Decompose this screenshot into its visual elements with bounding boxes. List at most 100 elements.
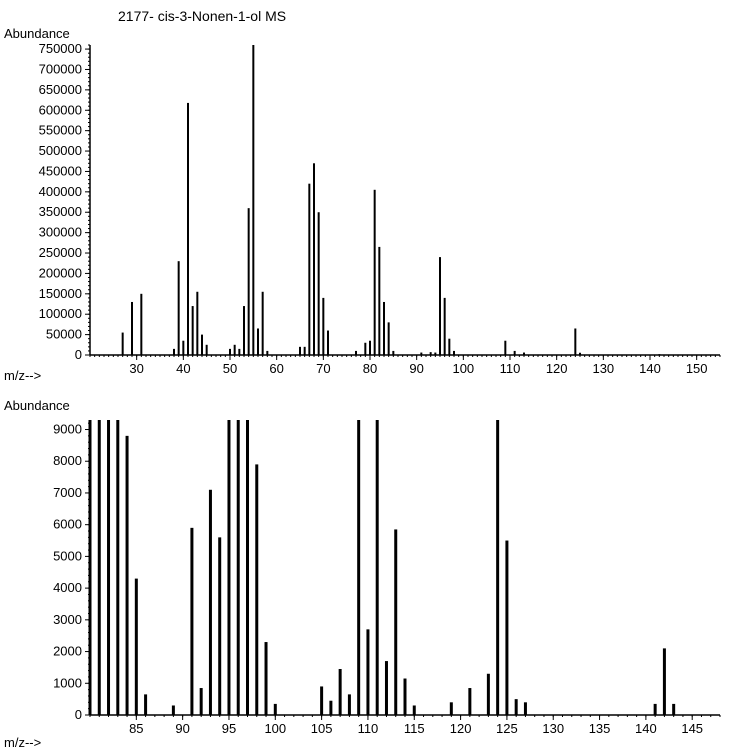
spectrum-bar (320, 686, 323, 715)
y-tick-label: 50000 (46, 327, 82, 342)
spectrum-bar (366, 629, 369, 715)
x-tick-label: 105 (311, 721, 333, 736)
y-tick-label: 400000 (39, 184, 82, 199)
y-tick-label: 700000 (39, 61, 82, 76)
spectrum-bar (434, 353, 436, 355)
y-tick-label: 150000 (39, 286, 82, 301)
spectrum-bar (430, 352, 432, 355)
spectrum-bar (392, 351, 394, 355)
y-tick-label: 1000 (53, 675, 82, 690)
spectrum-bar (514, 351, 516, 355)
spectrum-bar (178, 261, 180, 355)
spectrum-bar (376, 420, 379, 715)
spectrum-bar (265, 642, 268, 715)
spectrum-bar (444, 298, 446, 355)
spectrum-bar (257, 328, 259, 355)
y-tick-label: 0 (75, 347, 82, 362)
y-tick-label: 2000 (53, 644, 82, 659)
spectrum-bar (122, 333, 124, 355)
x-tick-label: 50 (223, 361, 237, 376)
spectrum-bar (172, 705, 175, 715)
x-tick-label: 100 (264, 721, 286, 736)
x-tick-label: 145 (681, 721, 703, 736)
spectrum-bar (357, 420, 360, 715)
spectrum-bar (453, 351, 455, 355)
y-tick-label: 0 (75, 707, 82, 722)
y-tick-label: 6000 (53, 517, 82, 532)
spectrum-bar (98, 420, 101, 715)
spectrum-bar (468, 688, 471, 715)
spectrum-bar (404, 679, 407, 715)
spectrum-bar (89, 420, 92, 715)
spectrum-bar (182, 341, 184, 355)
spectrum-bar (364, 343, 366, 355)
spectrum-bar (206, 345, 208, 355)
y-tick-label: 300000 (39, 225, 82, 240)
x-tick-label: 90 (409, 361, 423, 376)
spectrum-bar (237, 420, 240, 715)
y-tick-label: 600000 (39, 102, 82, 117)
spectrum-bar (369, 341, 371, 355)
spectrum-bar (329, 701, 332, 715)
y-tick-label: 3000 (53, 612, 82, 627)
spectrum-bar (574, 328, 576, 355)
x-tick-label: 85 (129, 721, 143, 736)
spectrum-bar (173, 349, 175, 355)
x-tick-label: 125 (496, 721, 518, 736)
spectrum-bar (355, 351, 357, 355)
spectrum-bar (274, 704, 277, 715)
y-tick-label: 100000 (39, 306, 82, 321)
spectrum-bar (243, 306, 245, 355)
x-tick-label: 80 (363, 361, 377, 376)
y-tick-label: 750000 (39, 41, 82, 56)
spectrum-bar (450, 702, 453, 715)
spectrum-bar (654, 704, 657, 715)
spectrum-bar (135, 579, 138, 715)
spectrum-bar (304, 347, 306, 355)
spectrum-bar (238, 349, 240, 355)
x-tick-label: 140 (635, 721, 657, 736)
x-tick-label: 140 (639, 361, 661, 376)
spectrum-bar (266, 351, 268, 355)
spectrum-bar (515, 699, 518, 715)
y-tick-label: 4000 (53, 580, 82, 595)
spectrum-bar (378, 247, 380, 355)
spectrum-bar (299, 347, 301, 355)
spectrum-bar (339, 669, 342, 715)
page-root: 2177- cis-3-Nonen-1-ol MS Abundance m/z-… (0, 0, 756, 754)
spectrum-bar (496, 420, 499, 715)
chart2-plot: 0100020003000400050006000700080009000859… (0, 388, 756, 742)
y-tick-label: 650000 (39, 82, 82, 97)
spectrum-bar (327, 331, 329, 355)
spectrum-bar (107, 420, 110, 715)
x-tick-label: 100 (452, 361, 474, 376)
spectrum-bar (448, 339, 450, 355)
spectrum-bar (116, 420, 119, 715)
spectrum-bar (234, 345, 236, 355)
y-tick-label: 250000 (39, 245, 82, 260)
y-tick-label: 350000 (39, 204, 82, 219)
x-tick-label: 130 (592, 361, 614, 376)
spectrum-bar (252, 45, 254, 355)
spectrum-bar (439, 257, 441, 355)
x-tick-label: 60 (269, 361, 283, 376)
spectrum-bar (190, 528, 193, 715)
spectrum-bar (663, 648, 666, 715)
x-tick-label: 110 (358, 721, 379, 736)
spectrum-bar (504, 341, 506, 355)
spectrum-bar (255, 464, 258, 715)
spectrum-bar (246, 420, 249, 715)
spectrum-bar (218, 537, 221, 715)
spectrum-bar (388, 322, 390, 355)
y-tick-label: 9000 (53, 422, 82, 437)
spectrum-bar (187, 103, 189, 355)
chart1-plot: 0500001000001500002000002500003000003500… (0, 0, 756, 388)
x-tick-label: 130 (542, 721, 564, 736)
spectrum-bar (523, 353, 525, 355)
x-tick-label: 70 (316, 361, 330, 376)
spectrum-bar (579, 353, 581, 355)
x-tick-label: 115 (404, 721, 425, 736)
y-tick-label: 8000 (53, 453, 82, 468)
spectrum-bar (348, 694, 351, 715)
spectrum-bar (209, 490, 212, 715)
